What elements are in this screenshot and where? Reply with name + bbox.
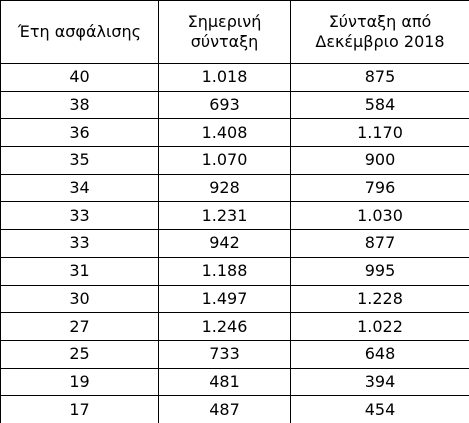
table-row: 33 942 877 (0, 229, 469, 258)
table-cell: 34 (0, 173, 159, 203)
table-row: 35 1.070 900 (0, 146, 469, 175)
header-row: Έτη ασφάλισης Σημερινή σύνταξη Σύνταξη από Δ… (0, 0, 469, 64)
table-cell: 733 (158, 339, 291, 369)
table-row: 27 1.246 1.022 (0, 312, 469, 341)
table-row: 38 693 584 (0, 90, 469, 120)
header-text: Σύνταξη από (328, 12, 432, 31)
header-text: Δεκέμβριο 2018 (315, 32, 445, 51)
table-cell: 1.408 (158, 118, 291, 148)
table-cell: 1.018 (158, 63, 291, 92)
table-cell: 394 (290, 367, 469, 397)
table-body: 40 1.018 875 38 693 584 36 1.408 1.170 35 1.070 900… (0, 63, 469, 423)
table-cell: 942 (158, 229, 291, 258)
header-cell: Σύνταξη από Δεκέμβριο 2018 (290, 0, 469, 64)
table-cell: 487 (158, 395, 291, 423)
table-cell: 25 (0, 339, 159, 369)
table-cell: 35 (0, 146, 159, 175)
table-cell: 928 (158, 173, 291, 203)
table-row: 34 928 796 (0, 173, 469, 203)
table-cell: 1.070 (158, 146, 291, 175)
table-row: 30 1.497 1.228 (0, 284, 469, 314)
table-cell: 36 (0, 118, 159, 148)
table-cell: 33 (0, 229, 159, 258)
table-cell: 900 (290, 146, 469, 175)
header-text: Σημερινή (187, 12, 262, 31)
table-cell: 1.228 (290, 284, 469, 314)
table-cell: 27 (0, 312, 159, 341)
table-cell: 38 (0, 90, 159, 120)
table-cell: 1.231 (158, 201, 291, 231)
table-cell: 1.497 (158, 284, 291, 314)
table-row: 25 733 648 (0, 339, 469, 369)
table-row: 31 1.188 995 (0, 256, 469, 286)
table-cell: 1.030 (290, 201, 469, 231)
table-cell: 796 (290, 173, 469, 203)
table-cell: 30 (0, 284, 159, 314)
table-cell: 1.022 (290, 312, 469, 341)
table-cell: 31 (0, 256, 159, 286)
table-cell: 1.188 (158, 256, 291, 286)
table-row: 17 487 454 (0, 395, 469, 423)
table-row: 36 1.408 1.170 (0, 118, 469, 148)
header-cell: Σημερινή σύνταξη (158, 0, 291, 64)
table-cell: 875 (290, 63, 469, 92)
header-cell: Έτη ασφάλισης (0, 0, 159, 64)
header-text: Έτη ασφάλισης (17, 22, 142, 41)
table-row: 19 481 394 (0, 367, 469, 397)
table-cell: 995 (290, 256, 469, 286)
table-cell: 1.246 (158, 312, 291, 341)
header-text: σύνταξη (190, 32, 259, 51)
table-cell: 877 (290, 229, 469, 258)
table-cell: 584 (290, 90, 469, 120)
table-cell: 17 (0, 395, 159, 423)
table-cell: 481 (158, 367, 291, 397)
table-row: 40 1.018 875 (0, 63, 469, 92)
table-cell: 454 (290, 395, 469, 423)
table-cell: 1.170 (290, 118, 469, 148)
table-cell: 33 (0, 201, 159, 231)
table-cell: 693 (158, 90, 291, 120)
table-cell: 648 (290, 339, 469, 369)
table-row: 33 1.231 1.030 (0, 201, 469, 231)
table-cell: 19 (0, 367, 159, 397)
table-cell: 40 (0, 63, 159, 92)
